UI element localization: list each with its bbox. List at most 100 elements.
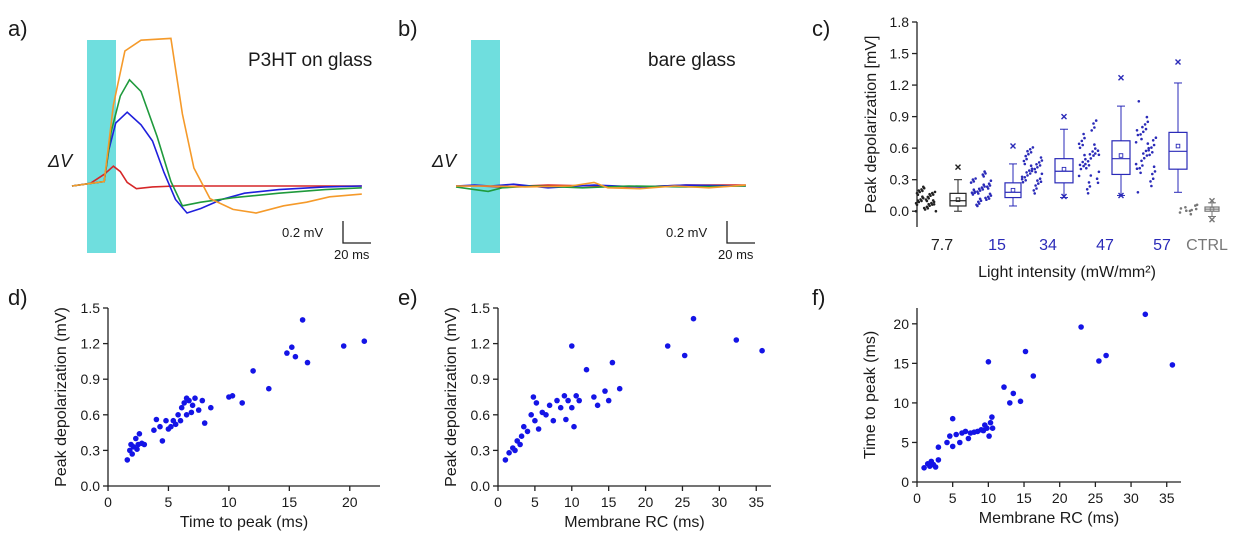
panel-b-label: b) (398, 16, 418, 41)
raw-point (1020, 177, 1024, 181)
data-point (178, 404, 185, 411)
trace-orange (456, 181, 746, 190)
raw-point (1147, 149, 1150, 152)
data-point (361, 338, 368, 345)
y-tick-label: 0 (901, 474, 909, 490)
raw-point (1021, 180, 1025, 184)
raw-point (1094, 119, 1098, 122)
mean-marker (1209, 206, 1215, 212)
data-point (533, 400, 540, 406)
panel-a-label: a) (8, 16, 28, 41)
data-point (188, 409, 195, 416)
raw-point (927, 202, 930, 206)
raw-point (1140, 137, 1143, 141)
data-point (759, 347, 765, 354)
raw-point (1194, 207, 1198, 211)
data-point (664, 343, 671, 349)
raw-point (1091, 150, 1094, 153)
raw-point (1087, 164, 1091, 167)
delta-v-label: ΔV (47, 151, 74, 171)
stimulus-bar (471, 40, 500, 253)
data-point (1010, 390, 1017, 397)
scatter-chart-e: 0.0 0.3 0.6 0.9 1.2 1.5 0 5 10 15 20 25 30 35 Membrane… (443, 300, 771, 531)
data-point (563, 416, 569, 423)
raw-point (1134, 162, 1138, 166)
raw-point (1151, 139, 1155, 142)
data-point (517, 441, 523, 448)
raw-point (984, 196, 987, 200)
data-point (153, 416, 160, 423)
y-tick-label: 0.6 (81, 407, 101, 423)
raw-point (930, 201, 933, 205)
x-tick-label: 20 (1052, 490, 1068, 506)
x-tick-label: 35 (748, 494, 764, 510)
raw-point (1153, 170, 1157, 173)
x-axis-label: Membrane RC (ms) (979, 510, 1119, 527)
raw-point (1037, 161, 1041, 164)
raw-point (1151, 177, 1155, 180)
box (1004, 182, 1022, 199)
raw-point (1150, 146, 1153, 149)
raw-point (1081, 143, 1084, 147)
outlier (1209, 216, 1215, 223)
raw-point (981, 173, 985, 176)
raw-point (973, 191, 976, 195)
data-point (181, 400, 187, 406)
data-point (521, 423, 527, 430)
data-point (124, 457, 131, 463)
data-point (591, 394, 597, 400)
scale-bar (342, 221, 371, 244)
raw-point (1028, 169, 1031, 172)
data-point (965, 435, 972, 442)
x-tick-label: 10 (221, 494, 237, 510)
data-point (953, 431, 959, 438)
data-point (569, 404, 575, 411)
raw-point (1178, 211, 1182, 214)
raw-point (1151, 151, 1154, 154)
data-point (530, 394, 537, 400)
x-tick-label: 5 (949, 490, 957, 506)
data-point (1007, 400, 1013, 406)
data-point (573, 393, 579, 399)
data-point (557, 404, 564, 411)
traces-b (455, 181, 746, 193)
raw-point (1139, 133, 1142, 136)
raw-point (1035, 163, 1038, 166)
y-tick-label: 0.9 (81, 371, 101, 387)
data-point (208, 404, 214, 411)
data-point (172, 421, 179, 428)
raw-point (1039, 180, 1043, 183)
data-point (151, 427, 157, 434)
raw-point (1040, 159, 1044, 162)
data-point (1169, 362, 1176, 368)
raw-point (1145, 115, 1149, 119)
data-point (594, 402, 601, 409)
data-point (250, 368, 256, 374)
scale-bar-voltage: 0.2 mV (282, 225, 324, 240)
raw-point (1088, 153, 1092, 156)
y-tick-label: 0.9 (890, 109, 910, 125)
delta-v-label: ΔV (431, 151, 458, 171)
raw-point (971, 178, 975, 181)
box-chart: 0.0 0.3 0.6 0.9 1.2 1.5 1.8 Peak depolarization… (863, 14, 1228, 281)
axes (916, 308, 1181, 483)
data-point (512, 447, 518, 454)
y-tick-label: 1.5 (471, 300, 491, 316)
category-label: 34 (1039, 237, 1057, 254)
raw-point (1082, 132, 1085, 136)
axes (497, 308, 771, 487)
raw-point (1024, 154, 1027, 158)
raw-point (1151, 172, 1154, 176)
scale-bar-voltage: 0.2 mV (666, 225, 708, 240)
raw-point (1025, 171, 1028, 174)
raw-point (920, 188, 923, 191)
box (949, 192, 967, 207)
raw-point (1087, 181, 1091, 184)
raw-point (1030, 169, 1034, 173)
data-point (528, 412, 534, 418)
data-point (168, 423, 174, 430)
traces-a (71, 37, 362, 214)
data-point (690, 315, 697, 322)
data-point (569, 343, 575, 349)
y-axis-label: Peak depolarization (mV) (53, 307, 70, 487)
